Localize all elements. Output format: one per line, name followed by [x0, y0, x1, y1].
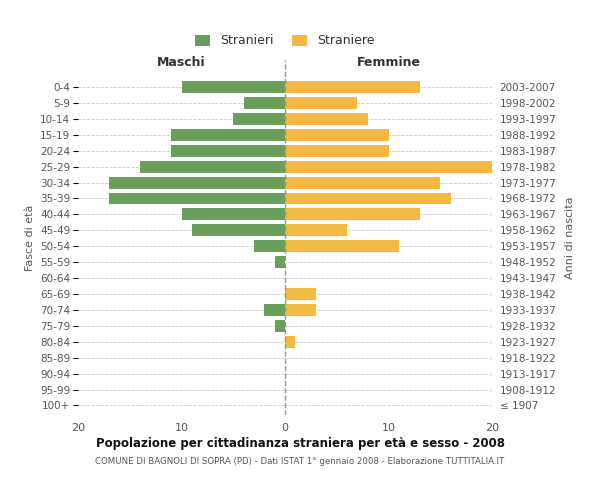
Y-axis label: Anni di nascita: Anni di nascita — [565, 196, 575, 279]
Bar — [285, 129, 389, 141]
Text: Femmine: Femmine — [356, 56, 421, 69]
Bar — [285, 336, 295, 347]
Bar — [285, 113, 368, 125]
Bar — [254, 240, 285, 252]
Bar — [109, 176, 285, 188]
Bar — [285, 192, 451, 204]
Bar — [171, 129, 285, 141]
Y-axis label: Fasce di età: Fasce di età — [25, 204, 35, 270]
Bar — [244, 97, 285, 109]
Legend: Stranieri, Straniere: Stranieri, Straniere — [191, 30, 379, 51]
Text: Popolazione per cittadinanza straniera per età e sesso - 2008: Popolazione per cittadinanza straniera p… — [95, 438, 505, 450]
Bar — [285, 160, 492, 172]
Bar — [275, 256, 285, 268]
Bar — [140, 160, 285, 172]
Bar — [285, 97, 358, 109]
Bar — [285, 145, 389, 156]
Bar — [265, 304, 285, 316]
Bar — [285, 81, 419, 93]
Bar — [192, 224, 285, 236]
Bar — [233, 113, 285, 125]
Text: COMUNE DI BAGNOLI DI SOPRA (PD) - Dati ISTAT 1° gennaio 2008 - Elaborazione TUTT: COMUNE DI BAGNOLI DI SOPRA (PD) - Dati I… — [95, 458, 505, 466]
Bar — [182, 208, 285, 220]
Text: Maschi: Maschi — [157, 56, 206, 69]
Bar — [171, 145, 285, 156]
Bar — [285, 304, 316, 316]
Bar — [109, 192, 285, 204]
Bar — [285, 240, 399, 252]
Bar — [285, 176, 440, 188]
Bar — [285, 288, 316, 300]
Bar — [285, 208, 419, 220]
Bar — [182, 81, 285, 93]
Bar — [275, 320, 285, 332]
Bar — [285, 224, 347, 236]
